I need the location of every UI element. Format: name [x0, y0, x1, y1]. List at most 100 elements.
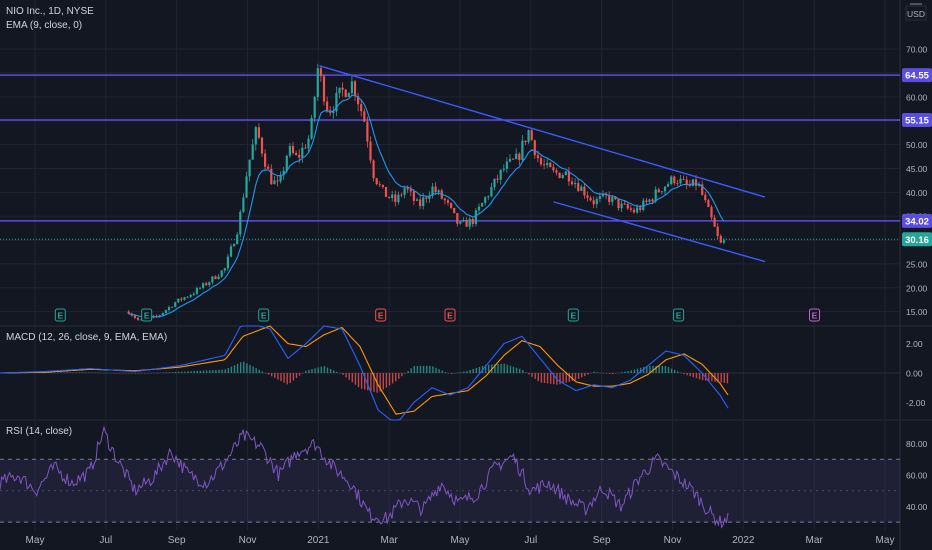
candle-body[interactable] [332, 111, 335, 114]
earnings-marker[interactable] [673, 308, 685, 322]
candle-body[interactable] [496, 178, 499, 180]
candle-body[interactable] [580, 186, 583, 191]
candle-body[interactable] [462, 219, 465, 222]
candle-body[interactable] [202, 283, 205, 288]
candle-body[interactable] [310, 117, 313, 139]
candle-body[interactable] [524, 140, 527, 143]
candle-body[interactable] [301, 147, 304, 158]
candle-body[interactable] [555, 170, 558, 173]
macd-pane[interactable] [0, 325, 900, 421]
candle-body[interactable] [716, 226, 719, 237]
candle-body[interactable] [701, 184, 704, 195]
candle-body[interactable] [688, 184, 691, 186]
candle-body[interactable] [350, 81, 353, 94]
candle-body[interactable] [381, 184, 384, 187]
candle-body[interactable] [304, 147, 307, 149]
candle-body[interactable] [208, 282, 211, 286]
candle-body[interactable] [245, 176, 248, 198]
candle-body[interactable] [412, 191, 415, 201]
candle-body[interactable] [214, 276, 217, 279]
candle-body[interactable] [632, 209, 636, 213]
candle-body[interactable] [357, 96, 360, 105]
candle-body[interactable] [422, 197, 425, 207]
candle-body[interactable] [487, 196, 490, 198]
candle-body[interactable] [174, 302, 177, 307]
candle-body[interactable] [344, 89, 347, 97]
candle-body[interactable] [453, 207, 456, 214]
candle-body[interactable] [335, 92, 338, 112]
candle-body[interactable] [298, 154, 301, 158]
candle-body[interactable] [419, 199, 422, 207]
candle-body[interactable] [257, 127, 260, 138]
candle-body[interactable] [406, 188, 409, 190]
candle-body[interactable] [171, 306, 174, 308]
trendline[interactable] [553, 201, 766, 263]
candle-body[interactable] [353, 81, 357, 97]
candle-body[interactable] [409, 189, 412, 192]
candle-body[interactable] [211, 276, 214, 283]
earnings-marker[interactable] [54, 308, 66, 322]
candle-body[interactable] [288, 145, 291, 156]
candle-body[interactable] [543, 164, 546, 166]
candle-body[interactable] [161, 312, 164, 316]
earnings-marker[interactable] [567, 308, 579, 322]
macd-legend[interactable]: MACD (12, 26, close, 9, EMA, EMA) [6, 332, 167, 343]
candle-body[interactable] [313, 96, 316, 118]
candle-body[interactable] [322, 76, 326, 102]
candle-body[interactable] [446, 200, 450, 203]
candle-body[interactable] [127, 311, 130, 314]
candle-body[interactable] [512, 158, 515, 160]
candle-body[interactable] [499, 169, 502, 180]
candle-body[interactable] [558, 172, 561, 178]
candle-body[interactable] [295, 152, 298, 155]
trendline[interactable] [319, 65, 766, 198]
rsi-legend[interactable]: RSI (14, close) [6, 426, 72, 437]
earnings-marker[interactable] [444, 308, 456, 322]
candle-body[interactable] [326, 101, 329, 111]
candle-body[interactable] [691, 179, 694, 186]
candle-body[interactable] [186, 296, 189, 298]
candle-body[interactable] [307, 138, 310, 149]
candle-body[interactable] [660, 191, 663, 193]
candle-body[interactable] [493, 178, 496, 187]
candle-body[interactable] [533, 140, 536, 156]
candle-body[interactable] [713, 217, 716, 227]
candle-body[interactable] [608, 195, 611, 203]
candle-body[interactable] [477, 206, 481, 211]
candle-body[interactable] [546, 162, 549, 166]
candle-body[interactable] [682, 178, 685, 180]
candle-body[interactable] [620, 203, 623, 209]
candle-body[interactable] [177, 298, 180, 303]
candle-body[interactable] [254, 127, 257, 145]
candle-body[interactable] [260, 137, 264, 154]
candle-body[interactable] [425, 197, 428, 199]
candle-body[interactable] [521, 140, 524, 160]
candle-body[interactable] [667, 184, 670, 187]
candle-body[interactable] [564, 171, 567, 176]
candle-body[interactable] [450, 202, 453, 208]
candle-body[interactable] [167, 307, 171, 311]
candle-body[interactable] [710, 207, 713, 218]
candle-body[interactable] [372, 160, 375, 179]
candle-body[interactable] [403, 188, 406, 195]
candle-body[interactable] [577, 183, 580, 191]
candle-body[interactable] [140, 319, 143, 321]
candle-body[interactable] [384, 186, 388, 197]
rsi-pane[interactable] [0, 425, 900, 529]
candle-body[interactable] [552, 167, 555, 171]
candle-body[interactable] [158, 315, 161, 317]
candle-body[interactable] [375, 178, 378, 185]
candle-body[interactable] [676, 183, 679, 184]
candle-body[interactable] [239, 211, 242, 235]
candle-body[interactable] [484, 197, 487, 203]
candle-body[interactable] [220, 270, 223, 277]
candle-body[interactable] [282, 170, 285, 176]
candle-body[interactable] [623, 203, 626, 205]
candle-body[interactable] [264, 153, 267, 167]
candle-body[interactable] [223, 268, 226, 271]
candle-body[interactable] [164, 310, 167, 313]
candle-body[interactable] [567, 171, 570, 182]
candle-body[interactable] [719, 236, 722, 243]
